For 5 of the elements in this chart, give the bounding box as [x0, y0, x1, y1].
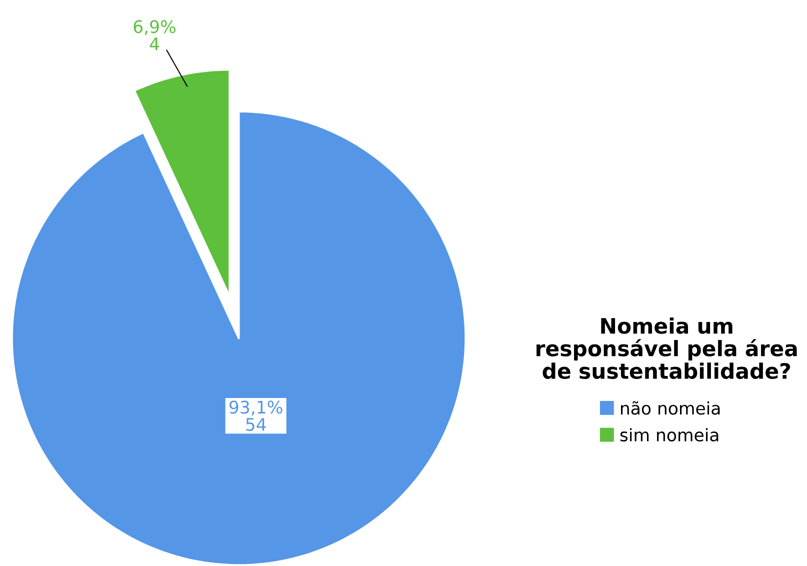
- legend-title: Nomeia um responsável pela área de sustentabilidade?: [536, 317, 797, 379]
- legend-label: não nomeia: [621, 401, 720, 415]
- data-label: 93,1% 54: [230, 400, 282, 431]
- legend-label: sim nomeia: [620, 428, 718, 442]
- data-label: 6,9% 4: [134, 20, 176, 50]
